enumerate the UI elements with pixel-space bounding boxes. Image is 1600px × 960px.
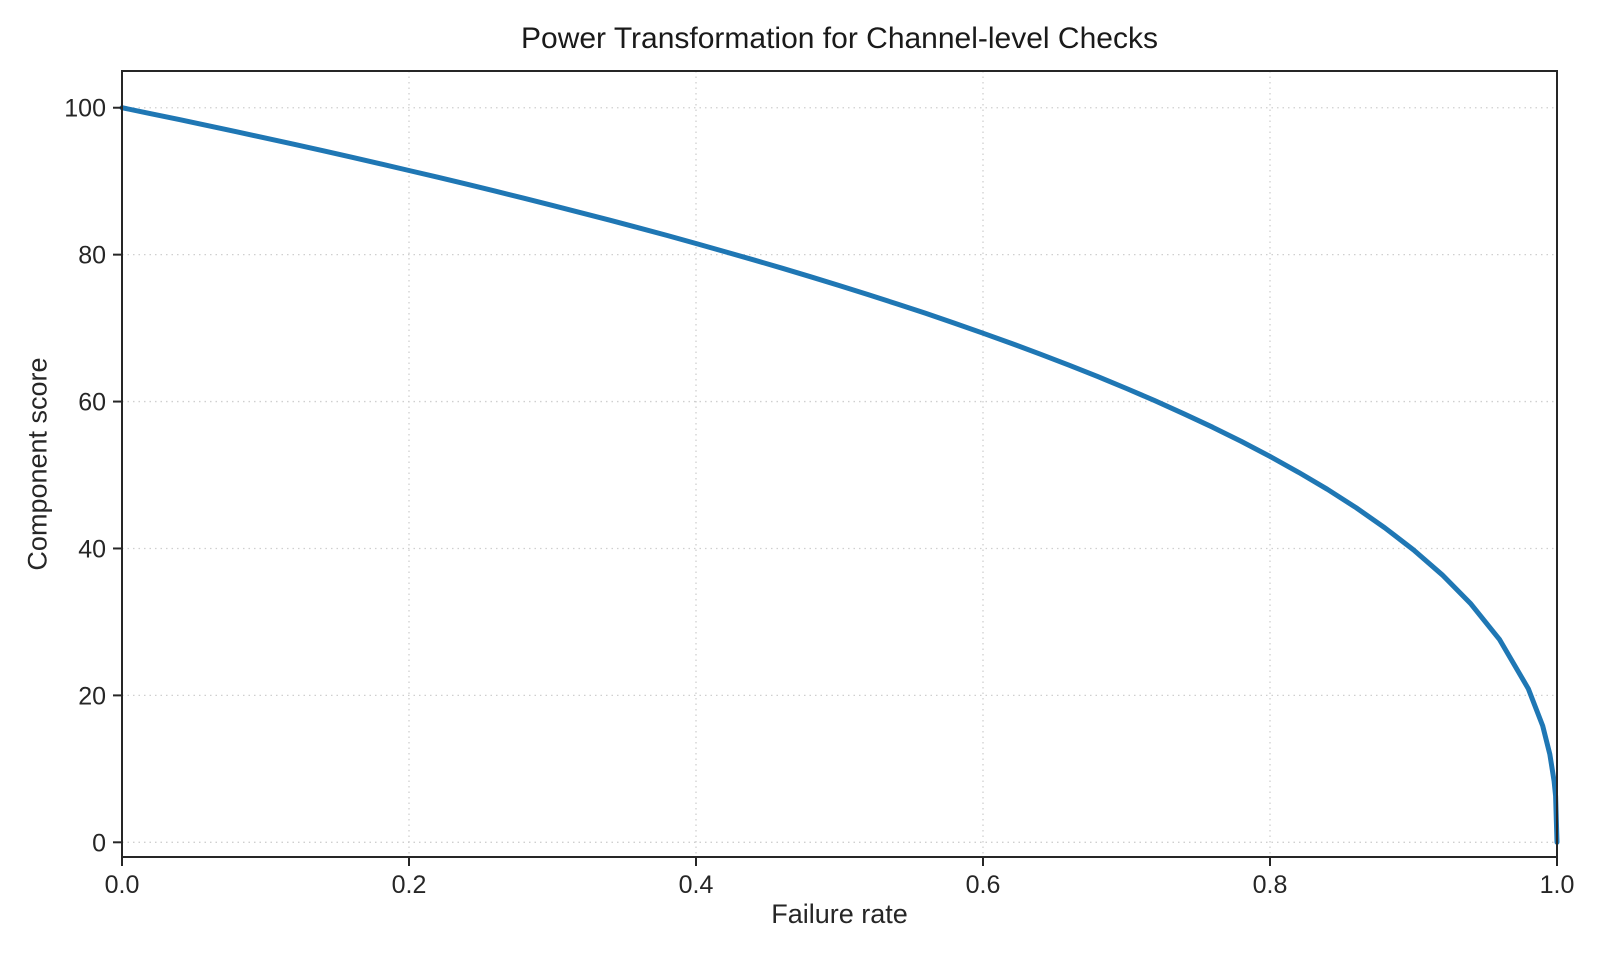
chart-title: Power Transformation for Channel-level C… — [521, 22, 1158, 55]
x-tick-label: 1.0 — [1540, 871, 1575, 899]
series-curve — [119, 105, 1560, 845]
x-tick-label: 0.6 — [966, 871, 1001, 899]
y-tick-label: 0 — [92, 829, 106, 857]
y-tick-label: 100 — [64, 95, 106, 123]
x-tick-label: 0.4 — [679, 871, 714, 899]
y-tick-label: 40 — [78, 535, 106, 563]
y-tick-label: 20 — [78, 682, 106, 710]
x-tick-label: 0.8 — [1253, 871, 1288, 899]
y-axis-label: Component score — [22, 357, 53, 571]
x-axis-label: Failure rate — [771, 899, 908, 929]
y-tick-label: 80 — [78, 242, 106, 270]
x-tick-label: 0.2 — [392, 871, 427, 899]
x-tick-label: 0.0 — [105, 871, 140, 899]
y-tick-label: 60 — [78, 389, 106, 417]
axes-spines — [121, 70, 1558, 858]
